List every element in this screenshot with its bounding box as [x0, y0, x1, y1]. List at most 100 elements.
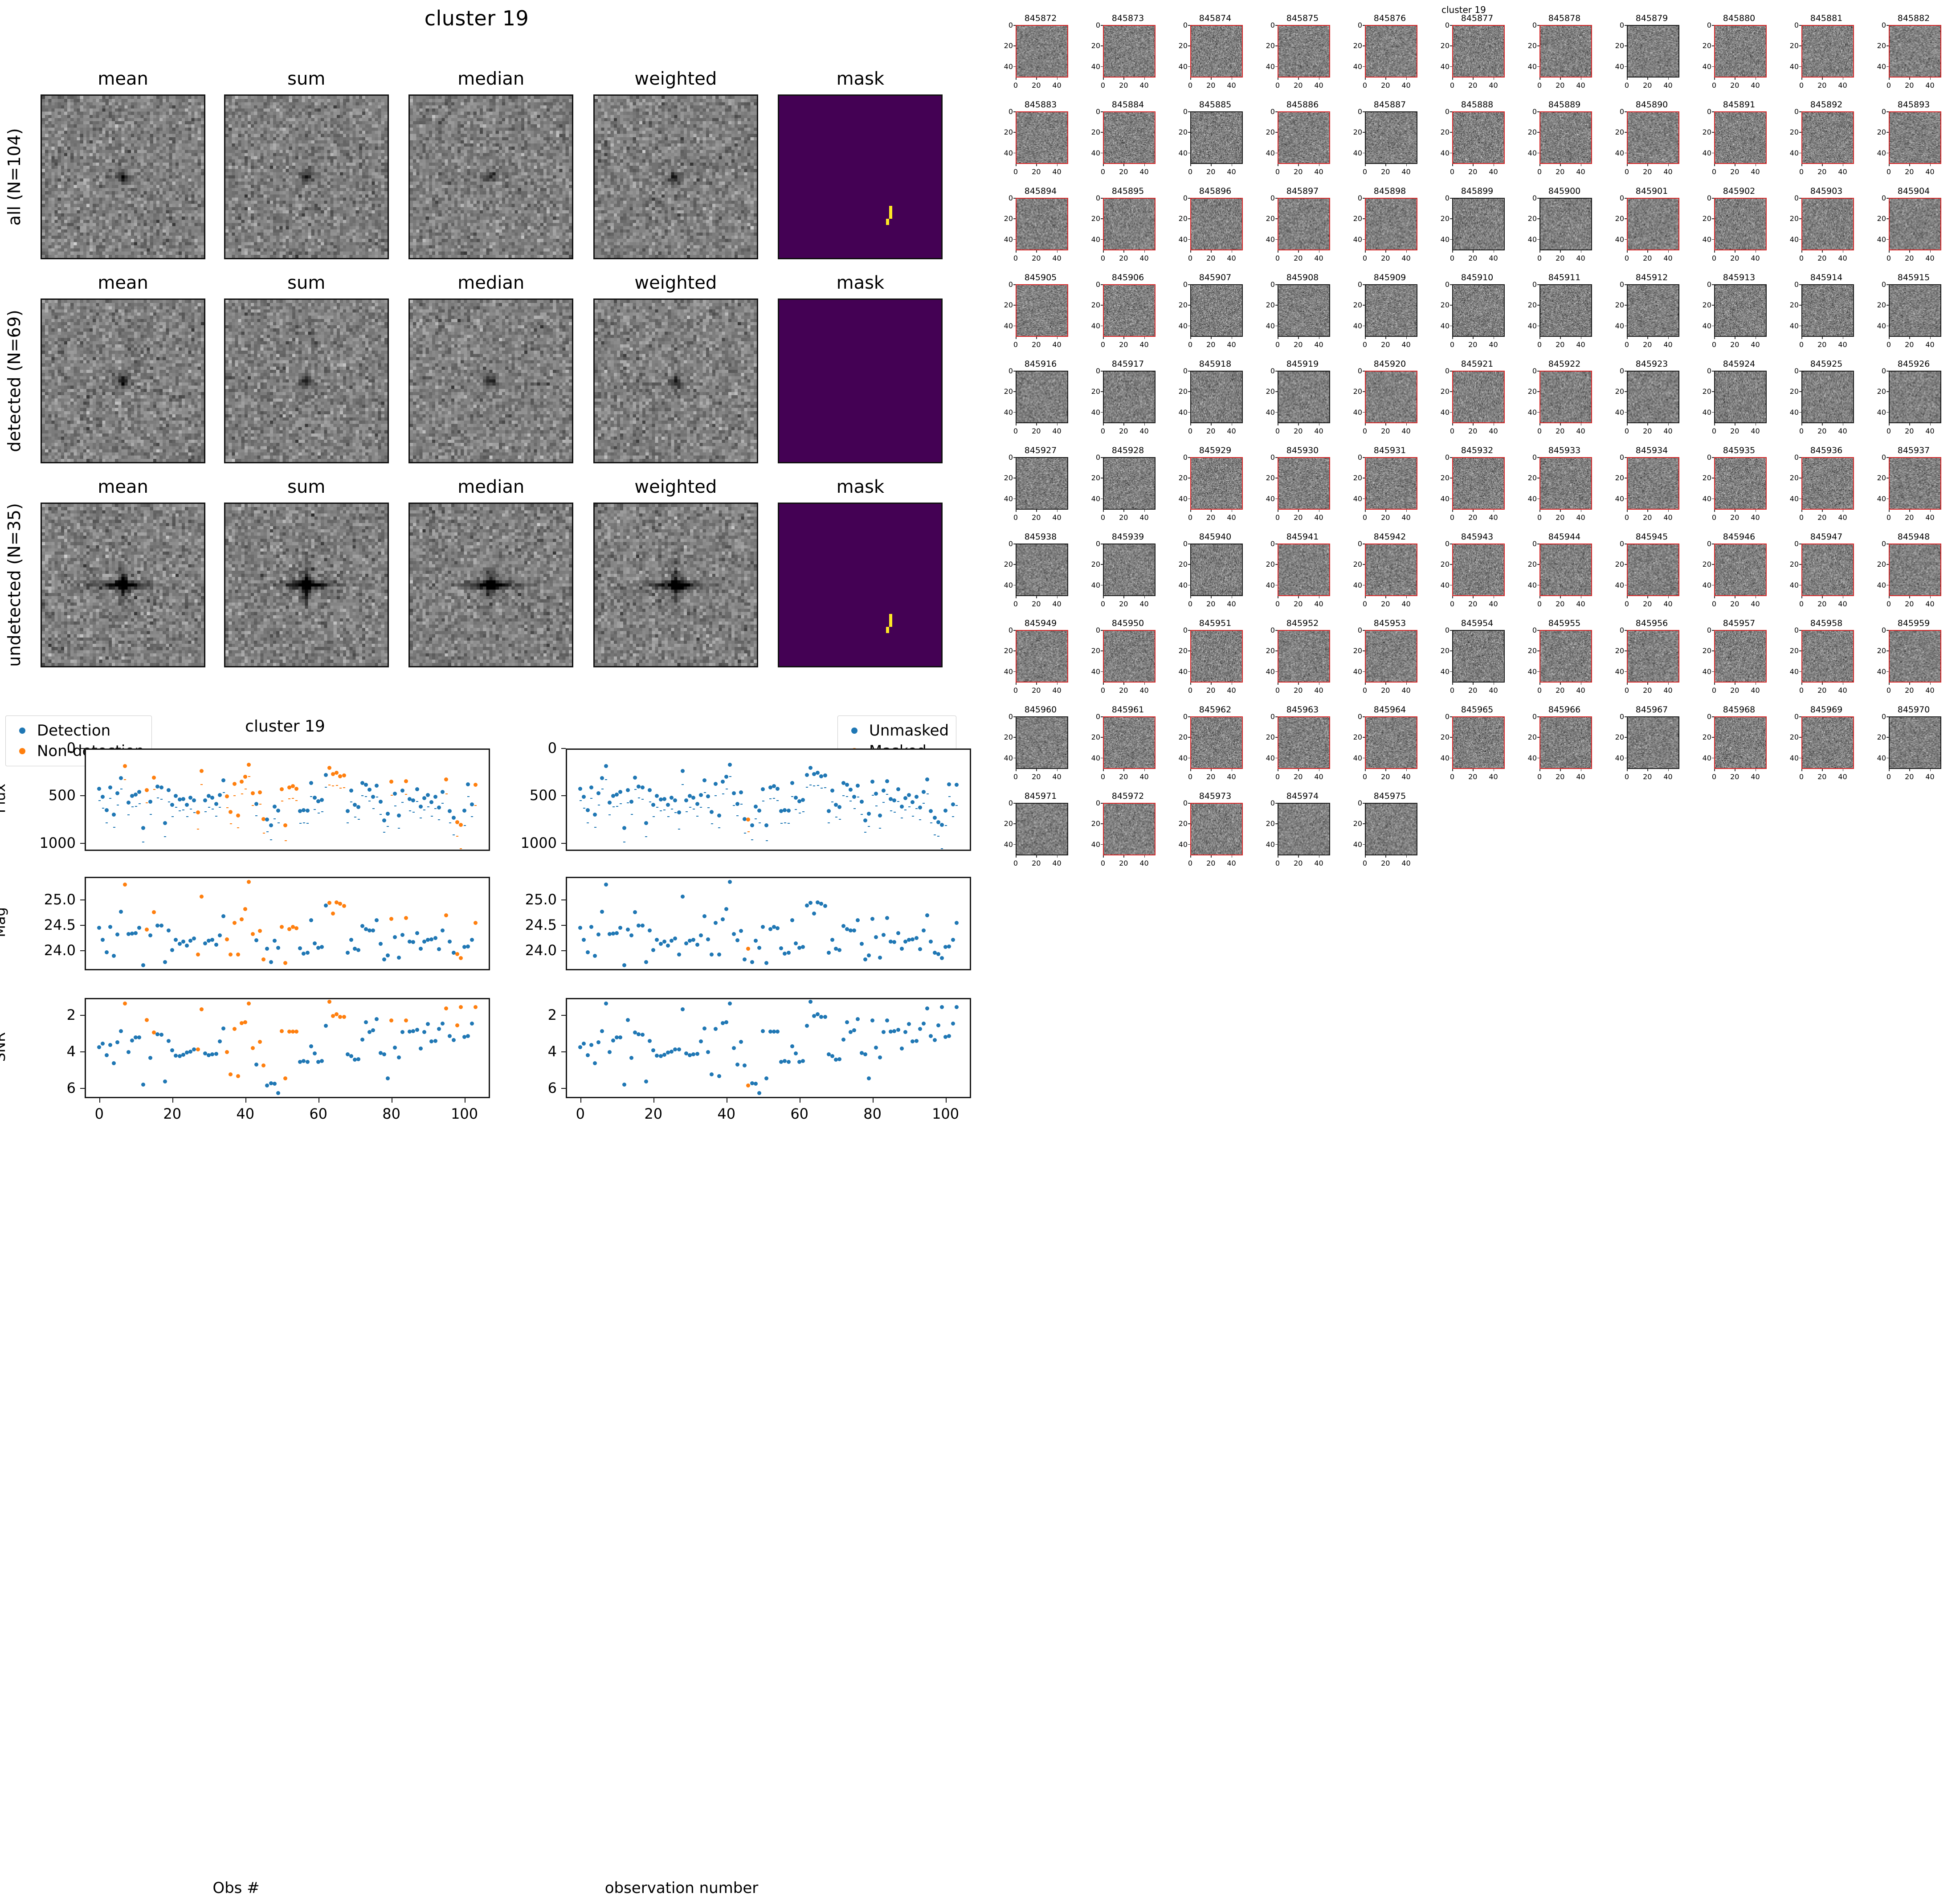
grid-thumbnail-detected[interactable] — [1365, 716, 1417, 769]
grid-thumbnail-detected[interactable] — [1016, 198, 1068, 250]
grid-thumbnail-detected[interactable] — [1889, 198, 1941, 250]
grid-cell[interactable]: 845883 0 20 40 0 20 40 — [997, 100, 1084, 186]
grid-cell[interactable]: 845973 0 20 40 0 20 40 — [1172, 791, 1259, 878]
grid-cell[interactable]: 845875 0 20 40 0 20 40 — [1259, 13, 1346, 100]
grid-cell[interactable]: 845947 0 20 40 0 20 40 — [1783, 532, 1870, 618]
grid-cell[interactable]: 845955 0 20 40 0 20 40 — [1521, 618, 1608, 705]
grid-cell[interactable]: 845938 0 20 40 0 20 40 — [997, 532, 1084, 618]
grid-cell[interactable]: 845894 0 20 40 0 20 40 — [997, 186, 1084, 273]
grid-thumbnail-detected[interactable] — [1365, 457, 1417, 510]
grid-thumbnail-undetected[interactable] — [1190, 544, 1243, 596]
grid-cell[interactable]: 845958 0 20 40 0 20 40 — [1783, 618, 1870, 705]
grid-cell[interactable]: 845969 0 20 40 0 20 40 — [1783, 705, 1870, 791]
grid-cell[interactable]: 845899 0 20 40 0 20 40 — [1433, 186, 1521, 273]
grid-thumbnail-undetected[interactable] — [1714, 371, 1767, 423]
grid-cell[interactable]: 845933 0 20 40 0 20 40 — [1521, 446, 1608, 532]
grid-thumbnail-detected[interactable] — [1016, 630, 1068, 683]
grid-thumbnail-detected[interactable] — [1801, 544, 1854, 596]
grid-thumbnail-undetected[interactable] — [1627, 284, 1679, 337]
grid-cell[interactable]: 845880 0 20 40 0 20 40 — [1695, 13, 1783, 100]
grid-thumbnail-detected[interactable] — [1190, 803, 1243, 855]
grid-cell[interactable]: 845873 0 20 40 0 20 40 — [1084, 13, 1172, 100]
grid-thumbnail-undetected[interactable] — [1452, 284, 1505, 337]
grid-cell[interactable]: 845924 0 20 40 0 20 40 — [1695, 359, 1783, 446]
grid-thumbnail-undetected[interactable] — [1801, 371, 1854, 423]
grid-thumbnail-detected[interactable] — [1278, 198, 1330, 250]
grid-thumbnail-detected[interactable] — [1452, 25, 1505, 78]
grid-cell[interactable]: 845892 0 20 40 0 20 40 — [1783, 100, 1870, 186]
grid-cell[interactable]: 845906 0 20 40 0 20 40 — [1084, 273, 1172, 359]
grid-thumbnail-detected[interactable] — [1365, 630, 1417, 683]
grid-thumbnail-detected[interactable] — [1016, 25, 1068, 78]
grid-cell[interactable]: 845918 0 20 40 0 20 40 — [1172, 359, 1259, 446]
grid-thumbnail-detected[interactable] — [1627, 198, 1679, 250]
grid-cell[interactable]: 845872 0 20 40 0 20 40 — [997, 13, 1084, 100]
grid-thumbnail-detected[interactable] — [1714, 111, 1767, 164]
grid-cell[interactable]: 845948 0 20 40 0 20 40 — [1870, 532, 1957, 618]
grid-thumbnail-undetected[interactable] — [1016, 803, 1068, 855]
grid-cell[interactable]: 845917 0 20 40 0 20 40 — [1084, 359, 1172, 446]
grid-thumbnail-undetected[interactable] — [1452, 198, 1505, 250]
grid-thumbnail-undetected[interactable] — [1714, 284, 1767, 337]
grid-thumbnail-detected[interactable] — [1889, 25, 1941, 78]
grid-thumbnail-detected[interactable] — [1103, 716, 1156, 769]
grid-cell[interactable]: 845931 0 20 40 0 20 40 — [1346, 446, 1433, 532]
grid-cell[interactable]: 845896 0 20 40 0 20 40 — [1172, 186, 1259, 273]
grid-thumbnail-undetected[interactable] — [1627, 371, 1679, 423]
grid-thumbnail-detected[interactable] — [1103, 198, 1156, 250]
grid-cell[interactable]: 845925 0 20 40 0 20 40 — [1783, 359, 1870, 446]
grid-cell[interactable]: 845885 0 20 40 0 20 40 — [1172, 100, 1259, 186]
grid-thumbnail-detected[interactable] — [1103, 803, 1156, 855]
grid-cell[interactable]: 845936 0 20 40 0 20 40 — [1783, 446, 1870, 532]
grid-thumbnail-undetected[interactable] — [1278, 284, 1330, 337]
grid-cell[interactable]: 845957 0 20 40 0 20 40 — [1695, 618, 1783, 705]
grid-thumbnail-detected[interactable] — [1801, 111, 1854, 164]
grid-cell[interactable]: 845956 0 20 40 0 20 40 — [1608, 618, 1695, 705]
grid-thumbnail-detected[interactable] — [1016, 284, 1068, 337]
grid-thumbnail-detected[interactable] — [1452, 111, 1505, 164]
grid-cell[interactable]: 845909 0 20 40 0 20 40 — [1346, 273, 1433, 359]
grid-thumbnail-undetected[interactable] — [1016, 457, 1068, 510]
grid-thumbnail-detected[interactable] — [1714, 716, 1767, 769]
grid-thumbnail-undetected[interactable] — [1365, 111, 1417, 164]
grid-thumbnail-undetected[interactable] — [1539, 284, 1592, 337]
grid-cell[interactable]: 845920 0 20 40 0 20 40 — [1346, 359, 1433, 446]
grid-thumbnail-detected[interactable] — [1539, 111, 1592, 164]
grid-thumbnail-detected[interactable] — [1365, 544, 1417, 596]
grid-thumbnail-detected[interactable] — [1539, 25, 1592, 78]
grid-cell[interactable]: 845903 0 20 40 0 20 40 — [1783, 186, 1870, 273]
grid-thumbnail-detected[interactable] — [1278, 716, 1330, 769]
grid-cell[interactable]: 845951 0 20 40 0 20 40 — [1172, 618, 1259, 705]
grid-thumbnail-detected[interactable] — [1190, 25, 1243, 78]
grid-thumbnail-detected[interactable] — [1889, 457, 1941, 510]
grid-thumbnail-detected[interactable] — [1714, 544, 1767, 596]
grid-cell[interactable]: 845886 0 20 40 0 20 40 — [1259, 100, 1346, 186]
grid-thumbnail-detected[interactable] — [1714, 630, 1767, 683]
grid-thumbnail-detected[interactable] — [1801, 716, 1854, 769]
grid-cell[interactable]: 845915 0 20 40 0 20 40 — [1870, 273, 1957, 359]
grid-cell[interactable]: 845941 0 20 40 0 20 40 — [1259, 532, 1346, 618]
grid-thumbnail-detected[interactable] — [1627, 457, 1679, 510]
grid-cell[interactable]: 845876 0 20 40 0 20 40 — [1346, 13, 1433, 100]
grid-thumbnail-detected[interactable] — [1365, 371, 1417, 423]
grid-cell[interactable]: 845928 0 20 40 0 20 40 — [1084, 446, 1172, 532]
grid-cell[interactable]: 845943 0 20 40 0 20 40 — [1433, 532, 1521, 618]
grid-cell[interactable]: 845898 0 20 40 0 20 40 — [1346, 186, 1433, 273]
grid-cell[interactable]: 845962 0 20 40 0 20 40 — [1172, 705, 1259, 791]
grid-cell[interactable]: 845874 0 20 40 0 20 40 — [1172, 13, 1259, 100]
grid-cell[interactable]: 845914 0 20 40 0 20 40 — [1783, 273, 1870, 359]
grid-cell[interactable]: 845911 0 20 40 0 20 40 — [1521, 273, 1608, 359]
grid-cell[interactable]: 845889 0 20 40 0 20 40 — [1521, 100, 1608, 186]
grid-cell[interactable]: 845968 0 20 40 0 20 40 — [1695, 705, 1783, 791]
grid-cell[interactable]: 845887 0 20 40 0 20 40 — [1346, 100, 1433, 186]
grid-thumbnail-detected[interactable] — [1539, 457, 1592, 510]
grid-cell[interactable]: 845965 0 20 40 0 20 40 — [1433, 705, 1521, 791]
grid-cell[interactable]: 845882 0 20 40 0 20 40 — [1870, 13, 1957, 100]
grid-thumbnail-detected[interactable] — [1452, 371, 1505, 423]
grid-thumbnail-undetected[interactable] — [1103, 371, 1156, 423]
grid-thumbnail-undetected[interactable] — [1190, 284, 1243, 337]
grid-cell[interactable]: 845904 0 20 40 0 20 40 — [1870, 186, 1957, 273]
grid-thumbnail-undetected[interactable] — [1801, 284, 1854, 337]
grid-thumbnail-undetected[interactable] — [1103, 544, 1156, 596]
grid-cell[interactable]: 845934 0 20 40 0 20 40 — [1608, 446, 1695, 532]
